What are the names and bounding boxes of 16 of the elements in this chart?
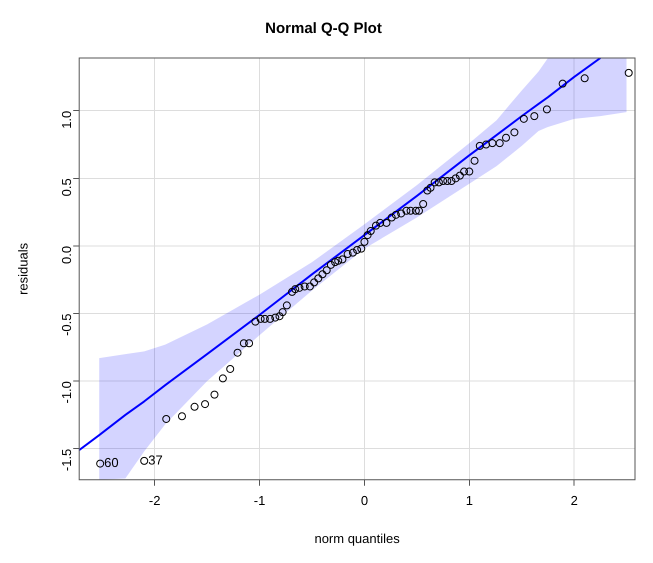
y-tick-label: -1.0 <box>58 381 74 404</box>
annotation: 60 <box>104 455 119 470</box>
y-tick-label: 0.0 <box>58 246 74 264</box>
x-tick-label: -1 <box>254 493 266 508</box>
x-axis-title: norm quantiles <box>314 530 400 546</box>
y-tick-label: 0.5 <box>58 178 74 196</box>
y-tick-label: -0.5 <box>58 314 74 336</box>
y-tick-label: 1.0 <box>58 110 74 129</box>
x-tick-label: 0 <box>360 493 368 508</box>
y-tick-label: -1.5 <box>58 448 74 472</box>
x-tick-label: 2 <box>570 493 578 508</box>
x-tick-label: -2 <box>148 493 160 508</box>
x-tick-label: 1 <box>466 493 473 508</box>
chart-title: Normal Q-Q Plot <box>265 20 382 38</box>
annotation: 37 <box>148 452 163 468</box>
y-axis-title: residuals <box>15 242 30 295</box>
